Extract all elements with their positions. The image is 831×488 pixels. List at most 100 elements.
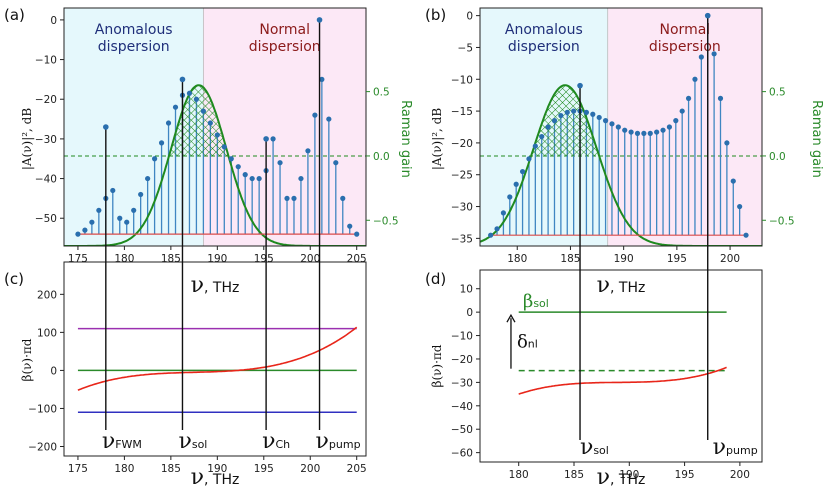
- panel-b-stem-marker: [609, 121, 615, 127]
- panel-a-region-label: Normal dispersion: [249, 22, 321, 55]
- panel-a-stem-marker: [138, 191, 144, 198]
- panel-a-xtick-label: 195: [254, 253, 274, 265]
- panel-b-stem-marker: [590, 111, 596, 117]
- panel-b-ytick-label: −30: [451, 202, 473, 214]
- panel-b-stem-marker: [488, 232, 494, 238]
- panel-b-stem-marker: [596, 114, 602, 121]
- panel-a-raman-gain-area-cross: [169, 85, 228, 156]
- panel-b-stem-marker: [641, 130, 647, 136]
- panel-c-ytick-label: −200: [28, 441, 57, 453]
- panel-d-xtick-label: 180: [509, 469, 529, 481]
- panel-a-stem-marker: [354, 231, 360, 237]
- panel-c-ytick-label: −100: [28, 403, 57, 415]
- panel-a-stem-marker: [326, 116, 332, 122]
- panel-a-rtick-label: −0.5: [373, 215, 399, 227]
- panel-b-xtick-label: 190: [614, 253, 634, 265]
- panel-a-stem-marker: [96, 207, 102, 213]
- panel-b-stem-marker: [698, 54, 704, 60]
- panel-b-ytick-label: −10: [451, 74, 473, 86]
- panel-a-xtick-label: 205: [347, 253, 367, 265]
- panel-c-ylabel: β(ν)·πd: [20, 338, 34, 381]
- panel-b-ytick-label: 0: [466, 11, 473, 23]
- panel-a-ytick-label: −20: [35, 94, 57, 106]
- beta-sol-label: βsol: [523, 291, 549, 312]
- panel-a-stem-marker: [256, 175, 262, 182]
- panel-b-stem-marker: [724, 140, 730, 146]
- panel-b-xtick-label: 185: [560, 253, 580, 265]
- panel-d-ytick-label: −20: [451, 354, 473, 366]
- panel-a-stem-marker: [333, 160, 339, 166]
- panel-d-ytick-label: −40: [451, 401, 473, 413]
- vline-right-marker: [704, 12, 711, 19]
- panel-c-xtick-label: 200: [300, 463, 320, 475]
- panel-c-ytick-label: 100: [37, 327, 57, 339]
- panel-b-xtick-label: 195: [667, 253, 687, 265]
- panel-a-label: (a): [4, 6, 25, 24]
- panel-b-stem-marker: [647, 130, 653, 136]
- panel-b-stem-marker: [500, 210, 507, 216]
- panel-a-stem-marker: [200, 108, 206, 114]
- panel-a-stem-marker: [152, 156, 158, 162]
- panel-a-ytick-label: −10: [35, 55, 57, 67]
- panel-d-freq-label-pump: νpump: [713, 435, 758, 460]
- panel-b-stem-marker: [654, 129, 660, 135]
- panel-a-stem-marker: [340, 195, 346, 201]
- panel-a-ytick-label: −50: [35, 213, 57, 225]
- panel-b-ytick-label: −20: [451, 138, 473, 150]
- panel-b-stem-marker: [551, 118, 558, 124]
- panel-c-xtick-label: 195: [254, 463, 274, 475]
- panel-b-stem-marker: [602, 118, 609, 124]
- panel-a-stem-marker: [158, 140, 165, 146]
- panel-a-stem-marker: [75, 231, 81, 237]
- panel-b-stem-marker: [507, 194, 513, 200]
- panel-d-xtick-label: 190: [619, 469, 639, 481]
- panel-a-stem-marker: [305, 148, 311, 154]
- panel-a-stem-marker: [193, 96, 200, 102]
- panel-b-xtick-label: 200: [720, 253, 740, 265]
- panel-a-stem-marker: [298, 175, 304, 182]
- panel-b-stem-marker: [730, 178, 736, 184]
- panel-a-stem-marker: [207, 120, 213, 126]
- panel-b-stem-marker: [519, 168, 526, 175]
- panel-b-stem-marker: [622, 127, 628, 133]
- panel-b-region-label: Anomalous dispersion: [505, 22, 583, 55]
- panel-d-freq-label-sol: νsol: [580, 435, 609, 460]
- panel-b-stem-marker: [634, 130, 641, 136]
- panel-a-stem-marker: [312, 112, 318, 118]
- panel-b-stem-marker: [711, 51, 717, 57]
- panel-b: Anomalous dispersion Normal dispersion 180 1…: [425, 6, 824, 298]
- panel-b-stem-marker: [526, 156, 532, 162]
- panel-b-stem-marker: [513, 181, 519, 187]
- panel-c-ytick-label: 200: [37, 289, 57, 301]
- panel-b-stem-marker: [628, 129, 634, 135]
- panel-b-stem-marker: [685, 95, 692, 101]
- panel-a-xtick-label: 200: [300, 253, 320, 265]
- panel-c-xtick-label: 205: [347, 463, 367, 475]
- panel-b-rtick-label: −0.5: [769, 215, 795, 227]
- delta-nl-label: δnl: [517, 331, 538, 352]
- panel-b-ytick-label: −15: [451, 106, 473, 118]
- panel-c-xtick-label: 190: [207, 463, 227, 475]
- vline-left-marker: [263, 136, 269, 142]
- panel-a-stem-marker: [347, 223, 353, 229]
- panel-d: 180 185 190 195 200 10 0 −10 −20 −30 −40 −50 −60 βsol…: [425, 269, 763, 488]
- panel-a-stem-marker: [214, 132, 220, 138]
- panel-b-ytick-label: −5: [458, 42, 473, 54]
- panel-a-stem-marker: [277, 160, 283, 166]
- vline-left-marker: [103, 124, 109, 130]
- panel-d-xlabel: ν, THz: [597, 465, 646, 488]
- panel-a-stem-marker: [221, 144, 227, 150]
- panel-b-region-label: Normal dispersion: [649, 22, 721, 55]
- frequency-vertical-lines: νFWM νsol νCh νpump νsol νpump: [102, 12, 758, 460]
- panel-b-stem-marker: [743, 232, 749, 238]
- panel-b-stem-marker: [737, 203, 743, 210]
- panel-c-ytick-label: 0: [50, 365, 57, 377]
- panel-c-dispersion-curve: [77, 326, 358, 391]
- panel-a-stem-marker: [186, 90, 193, 96]
- panel-b-stem-marker: [539, 133, 545, 140]
- panel-b-stem-marker: [558, 112, 564, 119]
- panel-a-ylabel: |A(ν)|², dB: [20, 108, 34, 171]
- delta-nl-arrowhead: [506, 313, 516, 323]
- panel-c-freq-label-FWM: νFWM: [102, 429, 142, 454]
